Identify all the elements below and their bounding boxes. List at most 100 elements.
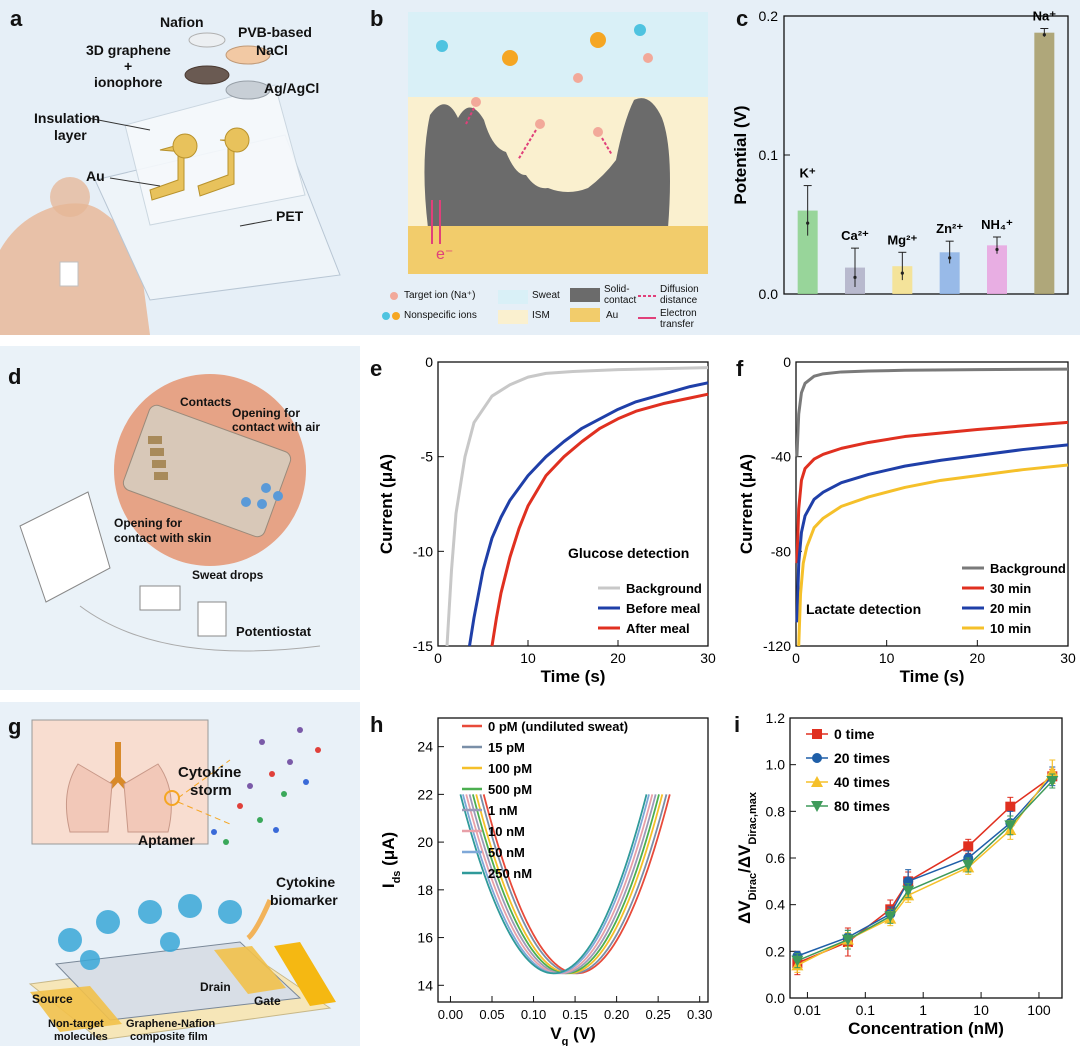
- bar: [1034, 32, 1055, 295]
- x-tick-label: 0.20: [604, 1007, 629, 1022]
- panel-c-letter: c: [736, 6, 749, 31]
- data-marker: [1005, 801, 1016, 812]
- data-marker: [962, 860, 975, 871]
- legend-label: 50 nM: [488, 845, 525, 860]
- y-tick-label: 0.0: [759, 286, 779, 302]
- data-marker: [963, 841, 974, 852]
- legend-target-ion: Target ion (Na⁺): [404, 290, 476, 301]
- y-tick-label: 14: [417, 977, 433, 993]
- y-tick-label: 0: [783, 354, 791, 370]
- legend-label: 10 min: [990, 621, 1031, 636]
- panel-i: i 0.01 0.1 1 10 100 0.0 0.2 0.4 0.6 0.8 1.0 1.2 Conc…: [722, 702, 1080, 1046]
- x-tick-label: 0.30: [687, 1007, 712, 1022]
- panel-d: d Contacts Opening for contact with air …: [0, 346, 360, 690]
- middle-row: d Contacts Opening for contact with air …: [0, 346, 1080, 690]
- series-line: [468, 381, 709, 647]
- x-tick-label: 0.05: [479, 1007, 504, 1022]
- label-nontarget-line2: molecules: [54, 1031, 108, 1043]
- legend-label: 15 pM: [488, 740, 525, 755]
- x-tick-label: 0: [434, 650, 442, 666]
- legend-label: 0 time: [834, 726, 875, 742]
- legend-label: 30 min: [990, 581, 1031, 596]
- label-air-line1: Opening for: [232, 406, 300, 420]
- legend-label: 20 times: [834, 750, 890, 766]
- y-tick-label: 16: [417, 930, 433, 946]
- data-marker: [1004, 820, 1017, 832]
- label-biomarker-line2: biomarker: [270, 892, 338, 908]
- plot-frame: [783, 15, 1069, 295]
- y-tick-label: 1.0: [766, 757, 786, 773]
- legend-label: 80 times: [834, 798, 890, 814]
- legend-label: After meal: [626, 621, 690, 636]
- series-line: [459, 794, 648, 975]
- x-axis-label: Vg (V): [550, 1024, 595, 1046]
- legend-label: 0 pM (undiluted sweat): [488, 719, 628, 734]
- x-axis-label: Concentration (nM): [848, 1019, 1004, 1038]
- x-tick-label: 30: [1060, 650, 1076, 666]
- panel-h-letter: h: [370, 712, 384, 737]
- label-drain: Drain: [200, 980, 231, 994]
- bar-label: K⁺: [800, 166, 816, 181]
- microfluidic-device-diagram: [19, 374, 321, 652]
- potential-bar-chart: 0.0 0.1 0.2 Potential (V) K⁺ Ca²⁺ Mg²⁺ Zn²⁺ NH₄⁺…: [731, 8, 1069, 302]
- plot-frame: [437, 361, 709, 647]
- label-film-line1: Graphene-Nafion: [126, 1018, 216, 1030]
- x-tick-label: 0.1: [856, 1002, 876, 1018]
- legend-sweat: Sweat: [532, 290, 560, 301]
- lactate-current-chart: 0 10 20 30 0 -40 -80 -120 Time (s) Current (μA) Ba…: [737, 354, 1076, 686]
- y-tick-label: 0.8: [766, 803, 786, 819]
- label-pet: PET: [276, 208, 304, 224]
- legend-label: 250 nM: [488, 866, 532, 881]
- label-nafion: Nafion: [160, 14, 204, 30]
- x-tick-label: 0: [792, 650, 800, 666]
- y-axis-label: ΔVDirac/ΔVDirac,max: [735, 791, 759, 924]
- y-axis-label: Current (μA): [737, 454, 756, 554]
- x-tick-label: 20: [970, 650, 986, 666]
- y-tick-label: 18: [417, 882, 433, 898]
- bar: [939, 252, 960, 294]
- label-au: Au: [86, 168, 105, 184]
- ion-selective-membrane-diagram: [382, 12, 708, 324]
- legend-label: 100 pM: [488, 761, 532, 776]
- bar-label: Na⁺: [1033, 9, 1057, 24]
- bar: [797, 210, 818, 294]
- label-skin-line2: contact with skin: [114, 531, 212, 545]
- top-row: a Nafion PVB-based NaCl: [0, 0, 1080, 335]
- panel-c: c 0.0 0.1 0.2 Potential (V) K⁺ Ca²⁺ Mg²⁺ Zn²⁺ NH…: [722, 0, 1080, 335]
- y-tick-label: 0.1: [759, 147, 779, 163]
- x-tick-label: 30: [700, 650, 716, 666]
- label-graphene-line1: 3D graphene: [86, 42, 171, 58]
- panel-i-letter: i: [734, 712, 741, 737]
- label-storm-line2: storm: [190, 782, 232, 799]
- x-tick-label: 0.15: [562, 1007, 587, 1022]
- label-sweat-drops: Sweat drops: [192, 568, 264, 582]
- panel-b: b: [358, 0, 720, 335]
- y-tick-label: 0.4: [766, 897, 786, 913]
- legend-label: 20 min: [990, 601, 1031, 616]
- y-tick-label: 1.2: [766, 710, 786, 726]
- plot-frame: [789, 717, 1063, 999]
- y-tick-label: 0.2: [759, 8, 779, 24]
- label-insulation-line1: Insulation: [34, 110, 101, 126]
- panel-g: g Cytokine st: [0, 702, 360, 1046]
- y-tick-label: 22: [417, 786, 433, 802]
- panel-a: a Nafion PVB-based NaCl: [0, 0, 355, 335]
- x-tick-label: 10: [973, 1002, 989, 1018]
- y-tick-label: -80: [771, 543, 791, 559]
- data-marker: [812, 753, 822, 763]
- x-tick-label: 10: [879, 650, 895, 666]
- panel-b-letter: b: [370, 6, 384, 31]
- y-tick-label: 0: [425, 354, 433, 370]
- series-line: [795, 420, 1069, 564]
- legend-label: 40 times: [834, 774, 890, 790]
- label-biomarker-line1: Cytokine: [276, 874, 336, 890]
- panel-e-letter: e: [370, 356, 383, 381]
- legend-label: 10 nM: [488, 824, 525, 839]
- legend-ism: ISM: [532, 310, 550, 321]
- plot-frame: [437, 717, 709, 1003]
- label-film-line2: composite film: [130, 1031, 208, 1043]
- data-marker: [884, 911, 897, 923]
- x-tick-label: 10: [520, 650, 536, 666]
- data-point: [1042, 33, 1046, 37]
- panel-g-letter: g: [8, 714, 22, 739]
